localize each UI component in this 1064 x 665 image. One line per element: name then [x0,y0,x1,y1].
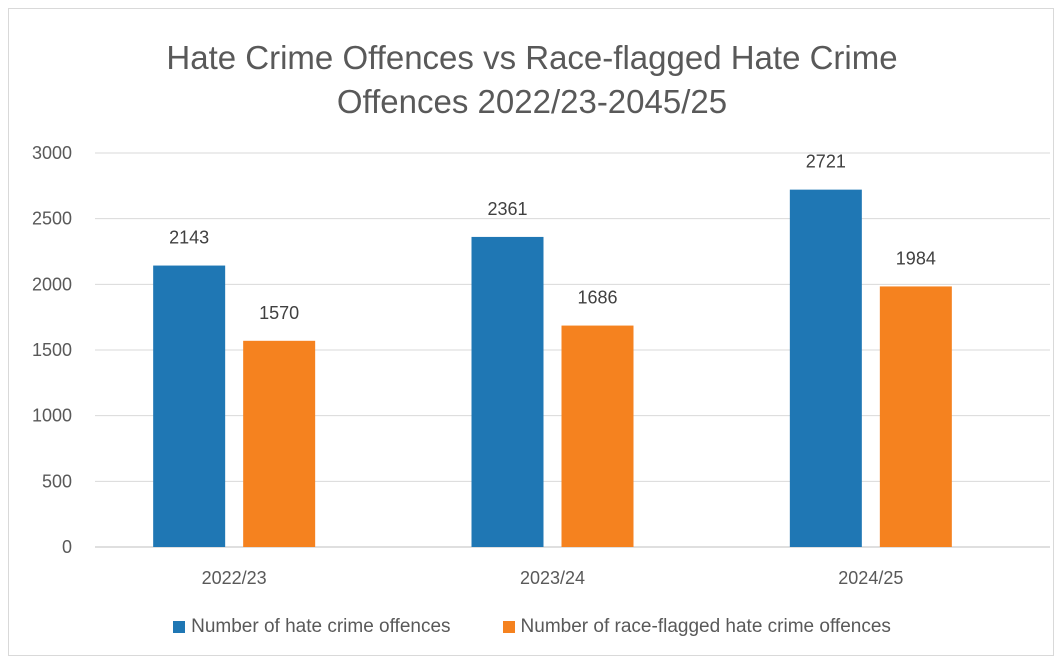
data-labels: 2143 1570 2361 1686 2721 1984 [169,152,936,323]
bar-hate-crime [789,189,862,547]
y-tick-label: 3000 [32,143,72,163]
chart-title-line-1: Hate Crime Offences vs Race-flagged Hate… [166,39,898,76]
bar-race-flagged [879,286,952,547]
legend-label-hate-crime: Number of hate crime offences [191,616,451,637]
y-tick-label: 2500 [32,209,72,229]
x-axis-ticks: 2022/23 2023/24 2024/25 [202,568,904,588]
y-tick-label: 500 [42,471,72,491]
bars [153,189,952,547]
data-label: 1570 [259,303,299,323]
legend-swatch-hate-crime [173,621,186,633]
data-label: 1984 [896,248,936,268]
y-tick-label: 2000 [32,274,72,294]
y-tick-label: 1500 [32,340,72,360]
chart-title-line-2: Offences 2022/23-2045/25 [336,83,728,120]
legend-swatch-race-flagged [502,621,515,633]
data-label: 2143 [169,228,209,248]
data-label: 2361 [487,199,527,219]
legend-label-race-flagged: Number of race-flagged hate crime offenc… [520,616,891,637]
y-axis-ticks: 0 500 1000 1500 2000 2500 3000 [32,143,72,557]
data-label: 2721 [806,152,846,172]
bar-hate-crime [153,265,226,547]
bar-race-flagged [561,325,634,547]
x-tick-label: 2022/23 [202,568,267,588]
legend-item-hate-crime: Number of hate crime offences [173,616,451,638]
legend: Number of hate crime offences Number of … [0,616,1064,638]
bar-hate-crime [471,236,544,547]
x-tick-label: 2023/24 [520,568,585,588]
y-tick-label: 1000 [32,406,72,426]
legend-item-race-flagged: Number of race-flagged hate crime offenc… [502,616,891,638]
data-label: 1686 [577,288,617,308]
chart-title: Hate Crime Offences vs Race-flagged Hate… [0,36,1064,124]
y-tick-label: 0 [62,537,72,557]
bar-race-flagged [243,340,316,547]
x-tick-label: 2024/25 [838,568,903,588]
